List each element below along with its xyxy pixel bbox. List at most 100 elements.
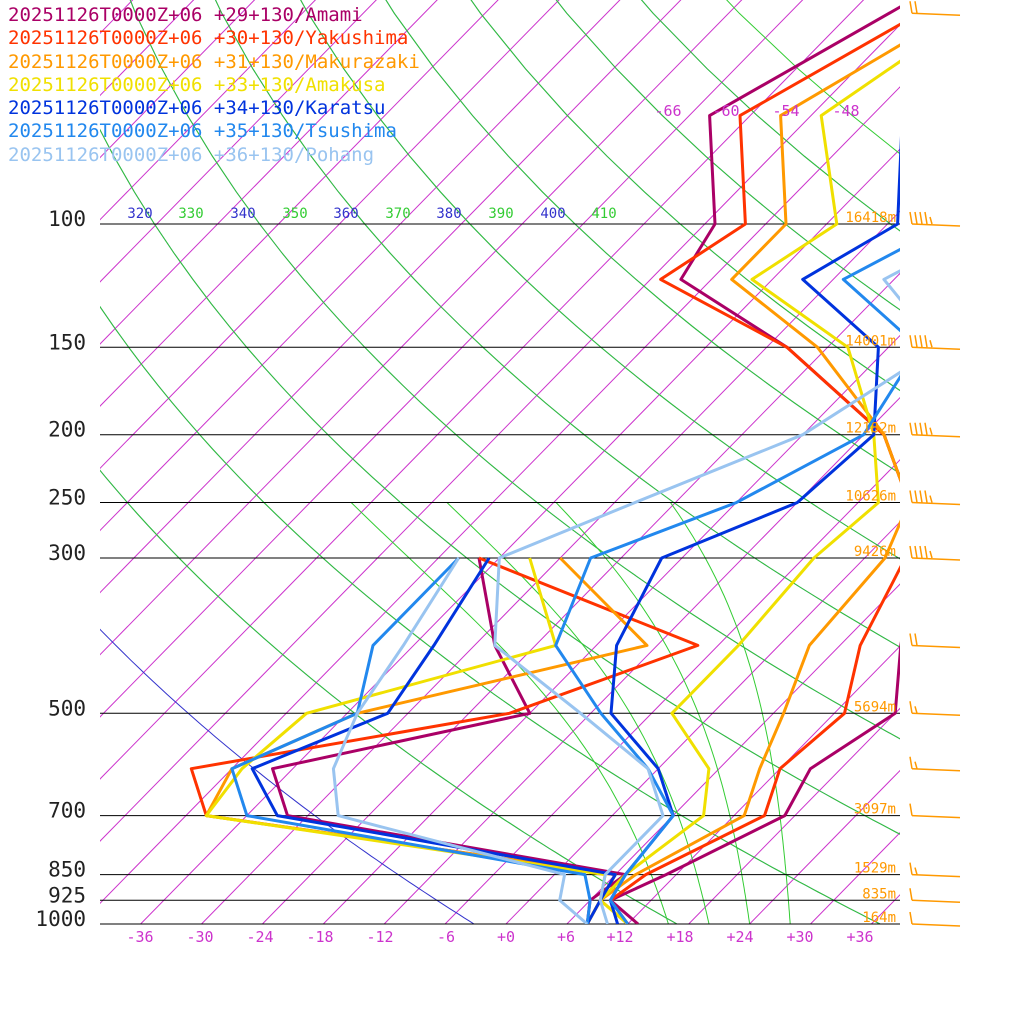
temp-tick-label: -30 (186, 928, 213, 946)
barb-feather (909, 545, 913, 559)
legend-entry: 20251126T0000Z+06 +30+130/Yakushima (8, 27, 409, 50)
upper-temp-label: -54 (772, 102, 799, 120)
legend-entry: 20251126T0000Z+06 +31+130/Makurazaki (8, 50, 420, 73)
wind-barb (909, 490, 961, 506)
isotherm (100, 0, 621, 532)
isotherm (932, 0, 1024, 924)
legend-entry: 20251126T0000Z+06 +35+130/Tsushima (8, 120, 397, 143)
wind-barb (909, 888, 961, 904)
height-label: 10626m (845, 489, 896, 505)
temperature-line (493, 269, 900, 924)
height-label: 5694m (854, 699, 896, 715)
theta-label: 370 (385, 206, 410, 222)
isotherm (100, 24, 900, 842)
wind-barbs (909, 1, 961, 927)
pressure-label: 1000 (35, 907, 86, 931)
barb-staff (911, 433, 961, 438)
wind-barb (909, 1, 961, 17)
temp-tick-label: -6 (437, 928, 455, 946)
wind-barb (909, 911, 961, 927)
wind-barb (909, 803, 961, 819)
temperature-line (554, 247, 900, 924)
height-label: 12182m (845, 421, 896, 437)
isotherm (100, 0, 499, 407)
isotherm (444, 459, 900, 924)
barb-feather (914, 490, 918, 503)
barb-feather (919, 545, 923, 559)
barb-feather (914, 867, 918, 875)
barb-feather (909, 862, 913, 875)
barb-feather (909, 701, 913, 714)
barb-staff (911, 644, 961, 649)
barb-feather (924, 211, 928, 225)
wind-barb (909, 211, 961, 227)
barb-feather (909, 888, 913, 901)
dewpoint-line (230, 556, 592, 924)
upper-temp-label: -60 (712, 102, 739, 120)
height-label: 9426m (854, 544, 896, 560)
height-label: 1529m (854, 861, 896, 877)
upper-temp-label: -48 (832, 102, 859, 120)
moist-adiabat (555, 502, 751, 924)
barb-staff (911, 346, 961, 351)
isotherm (100, 0, 804, 718)
barb-feather (909, 756, 913, 769)
barb-staff (911, 873, 961, 878)
barb-feather (919, 335, 923, 348)
legend-entry: 20251126T0000Z+06 +36+130/Pohang (8, 143, 375, 166)
moist-adiabat (129, 0, 900, 740)
temperature-line (598, 59, 900, 924)
barb-feather (929, 340, 933, 348)
height-label: 14001m (845, 333, 896, 349)
barb-feather (909, 1, 913, 14)
legend-entry: 20251126T0000Z+06 +29+130/Amami (8, 4, 363, 26)
barb-feather (924, 335, 928, 348)
temperature-line (598, 43, 900, 924)
barb-feather (914, 545, 918, 559)
barb-feather (914, 211, 918, 225)
moist-adiabat (100, 305, 882, 924)
isotherm (566, 583, 900, 924)
barb-staff (911, 899, 961, 904)
barb-staff (911, 923, 961, 927)
barb-staff (911, 767, 961, 772)
isotherm (100, 0, 560, 470)
dewpoint-line (189, 556, 700, 924)
temp-tick-label: -18 (306, 928, 333, 946)
barb-staff (911, 814, 961, 819)
isotherm (749, 769, 900, 924)
barb-feather (909, 422, 913, 435)
barb-feather (914, 706, 918, 714)
wind-barb (909, 756, 961, 772)
barb-feather (929, 427, 933, 435)
theta-label: 400 (540, 206, 565, 222)
temp-tick-label: -12 (366, 928, 393, 946)
pressure-lines (100, 223, 900, 925)
theta-label: 330 (178, 206, 203, 222)
moist-adiabat (100, 128, 900, 835)
barb-feather (914, 422, 918, 435)
theta-label: 340 (230, 206, 255, 222)
dewpoint-line (271, 557, 627, 924)
temp-tick-label: +36 (846, 928, 873, 946)
isotherm (100, 0, 743, 656)
sounding-series (189, 5, 900, 924)
barb-staff (911, 223, 961, 227)
temp-tick-label: +12 (606, 928, 633, 946)
moist-adiabat (726, 0, 900, 155)
barb-feather (909, 633, 913, 646)
legend: 20251126T0000Z+06 +29+130/Amami 20251126T… (8, 4, 420, 167)
dry-adiabat (470, 0, 900, 392)
moist-adiabat (300, 0, 900, 560)
temp-tick-label: -24 (246, 928, 273, 946)
theta-label: 390 (488, 206, 513, 222)
wind-barb (909, 422, 961, 438)
barb-feather (909, 911, 913, 925)
moist-adiabat (470, 0, 900, 392)
barb-feather (929, 495, 933, 503)
pressure-label: 150 (48, 330, 86, 354)
dewpoint-line (250, 557, 617, 924)
wind-barb (909, 335, 961, 351)
isotherm (322, 334, 900, 924)
